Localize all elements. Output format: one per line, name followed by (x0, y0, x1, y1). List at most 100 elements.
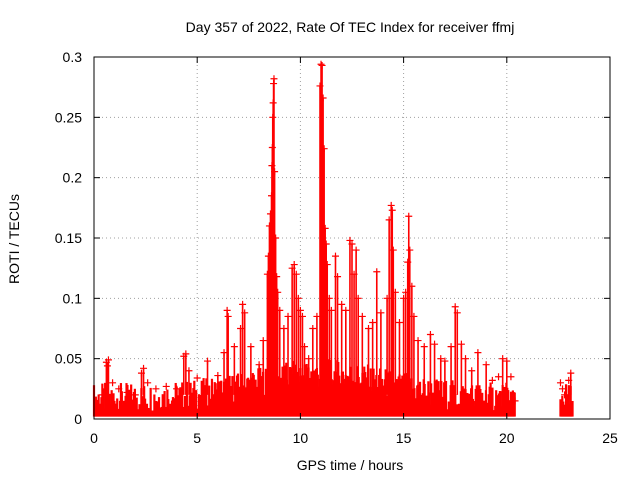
data-point-plus (511, 397, 519, 405)
x-tick-label: 5 (193, 430, 201, 446)
data-point-plus (94, 401, 102, 409)
data-point-plus (561, 391, 569, 399)
data-point-plus (255, 361, 263, 369)
data-point-plus (453, 309, 461, 317)
grid-lines (94, 57, 610, 419)
y-axis-ticks: 0 0.05 0.1 0.15 0.2 0.25 0.3 (55, 49, 610, 427)
data-point-plus (507, 373, 515, 381)
data-point-plus (468, 367, 476, 375)
data-point-plus (369, 318, 377, 326)
y-tick-label: 0.05 (55, 351, 82, 367)
data-point-plus (317, 60, 325, 68)
data-point-plus (144, 379, 152, 387)
x-tick-label: 10 (293, 430, 309, 446)
data-point-plus (426, 331, 434, 339)
data-point-plus (431, 340, 439, 348)
data-point-plus (327, 306, 335, 314)
data-point-plus (408, 282, 416, 290)
data-point-plus (441, 357, 449, 365)
data-point-plus (318, 61, 326, 69)
y-tick-label: 0.25 (55, 109, 82, 125)
data-point-plus (358, 312, 366, 320)
data-points (94, 60, 575, 409)
data-point-plus (319, 94, 327, 102)
data-point-plus (457, 340, 465, 348)
data-point-plus (406, 246, 414, 254)
x-axis-ticks: 0 5 10 15 20 25 (90, 57, 618, 446)
data-point-plus (451, 303, 459, 311)
data-point-plus (230, 343, 238, 351)
data-point-plus (389, 246, 397, 254)
data-point-plus (185, 367, 193, 375)
data-point-plus (98, 391, 106, 399)
data-point-plus (280, 325, 288, 332)
data-point-plus (298, 312, 306, 320)
data-point-plus (103, 362, 111, 370)
data-point-plus (104, 356, 112, 364)
data-point-plus (414, 337, 422, 345)
x-axis-label: GPS time / hours (297, 457, 404, 473)
data-point-plus (131, 391, 139, 399)
y-tick-label: 0 (74, 411, 82, 427)
data-point-plus (292, 270, 300, 278)
data-point-plus (224, 312, 232, 320)
data-point-plus (320, 145, 328, 153)
data-point-plus (239, 300, 247, 308)
x-tick-label: 0 (90, 430, 98, 446)
x-tick-label: 15 (396, 430, 412, 446)
data-point-plus (173, 385, 181, 393)
data-point-plus (193, 374, 201, 382)
data-point-plus (259, 337, 267, 345)
data-point-plus (395, 318, 403, 326)
data-point-plus (241, 309, 249, 317)
data-point-plus (322, 240, 330, 248)
data-point-plus (334, 273, 342, 281)
data-point-plus (354, 294, 362, 302)
data-point-plus (271, 168, 279, 176)
data-point-plus (331, 252, 339, 260)
data-point-plus (482, 361, 490, 369)
x-tick-label: 20 (499, 430, 515, 446)
data-point-plus (342, 306, 350, 314)
data-point-plus (503, 357, 511, 365)
data-point-plus (301, 343, 309, 351)
data-point-plus (405, 212, 413, 220)
data-point-plus (115, 385, 123, 393)
y-tick-label: 0.15 (55, 230, 82, 246)
data-point-plus (109, 379, 117, 387)
data-point-plus (123, 388, 131, 396)
data-point-plus (462, 355, 470, 363)
y-tick-label: 0.1 (63, 290, 83, 306)
x-tick-label: 25 (602, 430, 618, 446)
data-point-plus (276, 306, 284, 314)
data-point-plus (567, 369, 575, 377)
data-point-plus (420, 343, 428, 351)
data-point-plus (247, 343, 255, 351)
y-tick-label: 0.2 (63, 170, 83, 186)
data-point-plus (273, 273, 281, 281)
data-point-plus (556, 379, 564, 387)
data-point-plus (182, 350, 190, 358)
data-point-plus (377, 309, 385, 317)
data-point-plus (296, 306, 304, 314)
data-point-plus (309, 325, 317, 332)
data-point-plus (204, 357, 212, 365)
chart-title: Day 357 of 2022, Rate Of TEC Index for r… (186, 19, 515, 35)
y-axis-label: ROTI / TECUs (6, 194, 22, 284)
data-point-plus (162, 382, 170, 390)
data-point-plus (373, 268, 381, 276)
data-point-plus (284, 312, 292, 320)
data-point-plus (294, 294, 302, 302)
data-point-plus (437, 355, 445, 363)
data-point-plus (152, 385, 160, 393)
data-point-plus (387, 201, 395, 209)
data-point-plus (323, 261, 331, 269)
data-point-plus (338, 300, 346, 308)
data-point-plus (391, 288, 399, 296)
data-point-plus (321, 224, 329, 232)
data-point-plus (499, 355, 507, 363)
data-point-plus (214, 372, 222, 380)
data-point-plus (488, 376, 496, 384)
data-point-plus (346, 236, 354, 244)
